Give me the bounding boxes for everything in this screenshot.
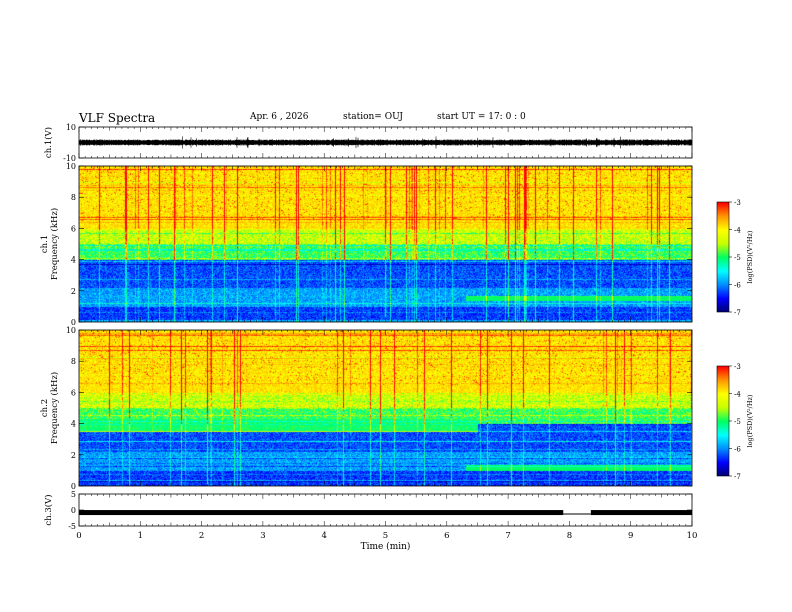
ch2-spectrogram-channel-label: ch.2 xyxy=(40,399,50,417)
ch1-colorbar-tick-label: -4 xyxy=(734,227,741,235)
ch1-waveform-trace xyxy=(78,136,693,149)
ch3-waveform-ytick-label: 5 xyxy=(71,490,76,499)
ch2-spectrogram-ytick-label: 0 xyxy=(71,482,76,491)
ch2-colorbar-tick-label: -6 xyxy=(734,446,741,454)
xtick-label: 5 xyxy=(383,531,388,541)
ch1-spectrogram-ytick-label: 4 xyxy=(71,256,76,265)
ch3-waveform-trace xyxy=(79,510,564,516)
ch1-spectrogram-ytick-label: 0 xyxy=(71,318,76,327)
xtick-label: 0 xyxy=(76,531,81,541)
station-label: station= OUJ xyxy=(343,112,404,122)
ch1-waveform-ytick-label: -10 xyxy=(63,154,76,163)
xtick-label: 4 xyxy=(321,531,326,541)
ch2-colorbar xyxy=(717,366,729,476)
ch1-spectrogram-ytick-label: 8 xyxy=(71,193,76,202)
ch2-colorbar-tick-label: -3 xyxy=(734,363,741,371)
ch1-waveform-ytick-label: 10 xyxy=(66,123,76,132)
xtick-label: 3 xyxy=(260,531,265,541)
ch2-spectrogram-ylabel: Frequency (kHz) xyxy=(49,372,60,444)
ch2-spectrogram-ytick-label: 8 xyxy=(71,357,76,366)
ch1-spectrogram-ytick-label: 6 xyxy=(71,224,76,233)
xtick-label: 2 xyxy=(199,531,204,541)
ch1-spectrogram-image xyxy=(79,166,692,322)
ch2-spectrogram-ytick-label: 6 xyxy=(71,388,76,397)
xtick-label: 10 xyxy=(687,531,698,541)
ch1-spectrogram-ytick-label: 10 xyxy=(66,162,76,171)
ch1-colorbar-tick-label: -5 xyxy=(734,254,741,262)
xtick-label: 9 xyxy=(628,531,633,541)
start-time-label: start UT = 17: 0 : 0 xyxy=(437,112,526,122)
chart-title: VLF Spectra xyxy=(79,111,156,125)
ch1-colorbar-tick-label: -3 xyxy=(734,199,741,207)
ch2-spectrogram-ytick-label: 10 xyxy=(66,326,76,335)
ch2-colorbar-tick-label: -7 xyxy=(734,473,741,481)
ch2-spectrogram-image xyxy=(79,330,692,486)
ch3-waveform-ytick-label: 0 xyxy=(71,506,76,515)
ch3-waveform-ylabel: ch.3(V) xyxy=(43,494,54,525)
ch1-spectrogram-ytick-label: 2 xyxy=(71,287,76,296)
ch1-waveform-ylabel: ch.1(V) xyxy=(43,127,54,158)
ch1-spectrogram-channel-label: ch.1 xyxy=(40,235,50,253)
xtick-label: 6 xyxy=(444,531,449,541)
xtick-label: 1 xyxy=(138,531,143,541)
ch1-colorbar-label: log(PSD)(V²/Hz) xyxy=(746,230,754,283)
xtick-label: 7 xyxy=(505,531,510,541)
xtick-label: 8 xyxy=(567,531,572,541)
ch1-colorbar-tick-label: -6 xyxy=(734,282,741,290)
ch2-colorbar-tick-label: -5 xyxy=(734,418,741,426)
ch2-spectrogram-ytick-label: 2 xyxy=(71,451,76,460)
date-label: Apr. 6 , 2026 xyxy=(250,112,309,122)
ch3-waveform-ytick-label: -5 xyxy=(68,522,76,531)
x-axis-label: Time (min) xyxy=(361,541,411,552)
ch1-spectrogram-ylabel: Frequency (kHz) xyxy=(49,208,60,280)
ch1-colorbar-tick-label: -7 xyxy=(734,309,741,317)
ch2-spectrogram-ytick-label: 4 xyxy=(71,420,76,429)
ch3-waveform-trace xyxy=(590,510,692,516)
ch2-colorbar-label: log(PSD)(V²/Hz) xyxy=(746,394,754,447)
ch1-colorbar xyxy=(717,202,729,312)
ch2-colorbar-tick-label: -4 xyxy=(734,391,741,399)
